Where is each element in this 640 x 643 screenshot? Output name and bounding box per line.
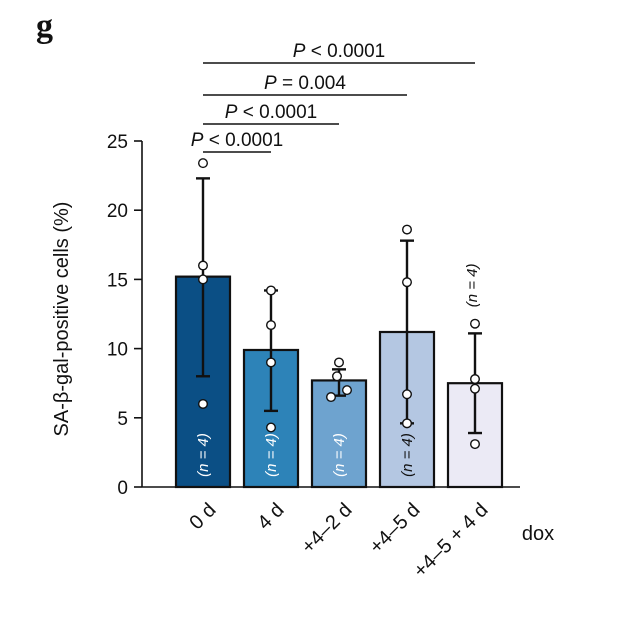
data-point [402, 418, 413, 429]
data-point [326, 392, 337, 403]
data-point [334, 357, 345, 368]
y-tick-label: 15 [107, 270, 128, 291]
data-point [470, 439, 481, 450]
x-tick-label: 0 d [185, 499, 220, 534]
data-point [470, 374, 481, 385]
data-point [470, 383, 481, 394]
data-point [197, 274, 208, 285]
n-label: (n = 4) [464, 263, 481, 307]
data-point [342, 385, 353, 396]
y-tick-label: 25 [107, 132, 128, 153]
y-axis-label: SA-β-gal-positive cells (%) [51, 202, 73, 437]
p-value-label: P < 0.0001 [225, 102, 317, 123]
n-label: (n = 4) [331, 433, 348, 477]
y-tick-label: 5 [117, 409, 128, 430]
p-value-label: P < 0.0001 [293, 41, 385, 62]
data-point [470, 318, 481, 329]
data-point [197, 260, 208, 271]
p-value-label: P = 0.004 [264, 73, 346, 94]
data-point [402, 389, 413, 400]
data-point [332, 371, 343, 382]
x-axis-title: dox [522, 523, 554, 545]
data-point [197, 158, 208, 169]
y-tick-label: 20 [107, 201, 128, 222]
x-tick-label: +4–5 d [365, 499, 424, 558]
p-value-label: P < 0.0001 [191, 130, 283, 151]
y-tick-label: 0 [117, 478, 128, 499]
data-point [266, 357, 277, 368]
x-tick-label: 4 d [253, 499, 288, 534]
data-point [266, 285, 277, 296]
data-point [197, 398, 208, 409]
data-point [266, 320, 277, 331]
bar [310, 379, 368, 489]
panel-letter: g [36, 8, 53, 45]
data-point [402, 277, 413, 288]
n-label: (n = 4) [399, 433, 416, 477]
data-point [266, 422, 277, 433]
x-tick-label: +4–5 + 4 d [409, 499, 492, 582]
n-label: (n = 4) [195, 433, 212, 477]
x-tick-label: +4–2 d [297, 499, 356, 558]
n-label: (n = 4) [263, 433, 280, 477]
y-tick-label: 10 [107, 340, 128, 361]
data-point [402, 224, 413, 235]
